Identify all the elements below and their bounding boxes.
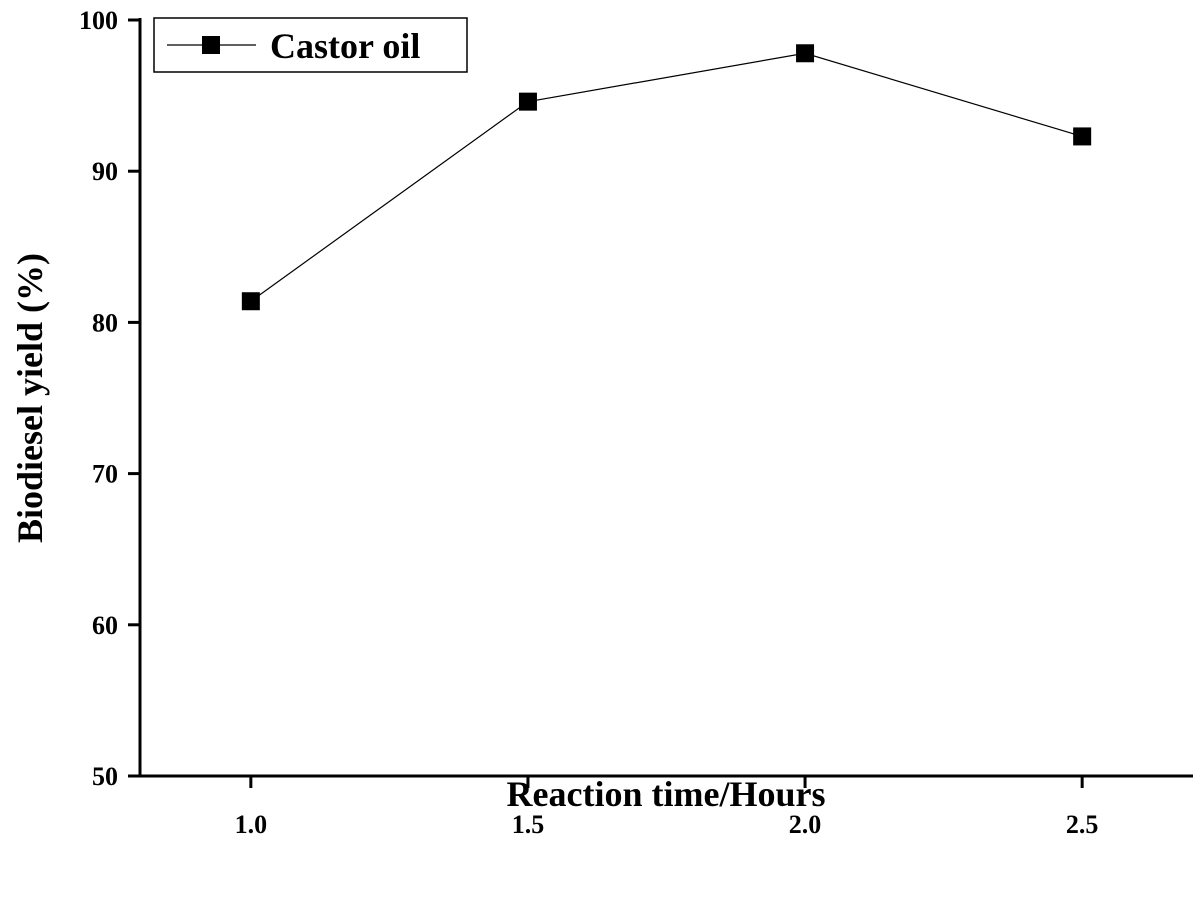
data-point xyxy=(796,44,815,63)
x-tick-label: 1.0 xyxy=(235,810,268,839)
x-tick-label: 2.0 xyxy=(789,810,822,839)
x-axis-title: Reaction time/Hours xyxy=(507,774,826,814)
x-tick-label: 2.5 xyxy=(1066,810,1099,839)
data-point xyxy=(241,292,260,311)
y-axis-ticks: 50 60 70 80 90 100 xyxy=(79,6,140,791)
y-axis-title: Biodiesel yield (%) xyxy=(10,253,50,543)
data-point xyxy=(1073,127,1092,146)
y-tick-label: 100 xyxy=(79,6,118,35)
legend: Castor oil xyxy=(153,17,468,73)
legend-label: Castor oil xyxy=(270,26,420,66)
y-tick-label: 50 xyxy=(92,762,118,791)
y-tick-label: 90 xyxy=(92,157,118,186)
plot-area: 1.0 1.5 2.0 2.5 50 60 70 80 90 100 xyxy=(79,6,1193,839)
series-line xyxy=(250,52,1083,302)
y-tick-label: 60 xyxy=(92,611,118,640)
series-group xyxy=(241,44,1092,311)
y-tick-label: 70 xyxy=(92,460,118,489)
x-tick-label: 1.5 xyxy=(512,810,545,839)
y-tick-label: 80 xyxy=(92,308,118,337)
legend-marker xyxy=(202,36,220,54)
x-axis-ticks: 1.0 1.5 2.0 2.5 xyxy=(235,776,1099,839)
data-point xyxy=(518,92,537,111)
